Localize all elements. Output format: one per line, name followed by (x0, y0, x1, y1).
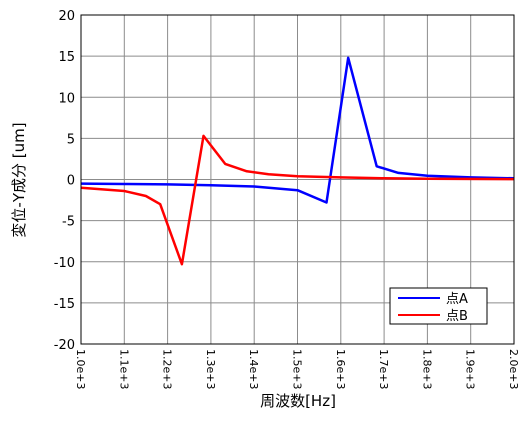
y-axis-ticks: -20 -15 -10 -5 0 5 10 15 20 (54, 9, 75, 353)
y-tick-label: -15 (54, 297, 75, 312)
y-tick-label: 20 (58, 9, 75, 24)
x-tick-label: 1.4e+3 (247, 349, 260, 389)
x-axis-ticks: 1.0e+3 1.1e+3 1.2e+3 1.3e+3 1.4e+3 1.5e+3 1.6e… (74, 349, 520, 389)
x-tick-label: 1.6e+3 (334, 349, 347, 389)
y-tick-label: -5 (62, 215, 75, 230)
y-tick-label: 10 (58, 91, 75, 106)
y-tick-label: -10 (54, 256, 75, 271)
legend-box (389, 287, 488, 325)
y-tick-label: 15 (58, 50, 75, 65)
series-lines (80, 56, 515, 266)
y-axis-title: 変位-Y成分 [um] (10, 122, 28, 237)
x-tick-label: 1.5e+3 (291, 349, 304, 389)
x-tick-label: 2.0e+3 (507, 349, 520, 389)
x-tick-label: 1.2e+3 (161, 349, 174, 389)
y-tick-label: 5 (67, 132, 75, 147)
series-line-b (80, 134, 515, 266)
x-axis-title: 周波数[Hz] (260, 392, 336, 410)
y-tick-label: -20 (54, 338, 75, 353)
legend-label-a: 点A (446, 292, 468, 307)
x-tick-label: 1.7e+3 (377, 349, 390, 389)
x-tick-label: 1.0e+3 (74, 349, 87, 389)
legend: 点A 点B (389, 287, 488, 325)
plot-frame (80, 14, 515, 345)
x-tick-label: 1.3e+3 (204, 349, 217, 389)
legend-label-b: 点B (446, 309, 468, 324)
x-tick-label: 1.8e+3 (420, 349, 433, 389)
x-tick-label: 1.1e+3 (117, 349, 130, 389)
series-line-a (80, 56, 515, 204)
y-tick-label: 0 (67, 174, 75, 189)
x-tick-label: 1.9e+3 (464, 349, 477, 389)
